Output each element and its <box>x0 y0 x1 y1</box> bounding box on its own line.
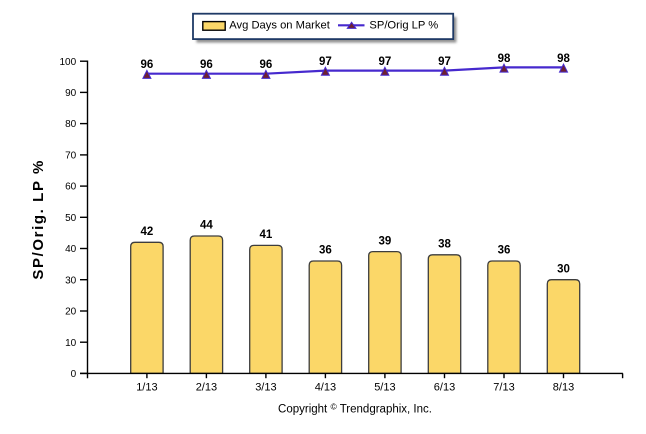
svg-text:100: 100 <box>60 57 77 68</box>
svg-text:44: 44 <box>200 220 213 232</box>
svg-text:Avg Days on Market: Avg Days on Market <box>229 20 330 32</box>
svg-text:5/13: 5/13 <box>374 381 395 393</box>
svg-text:96: 96 <box>141 59 154 71</box>
svg-text:30: 30 <box>65 275 77 286</box>
svg-text:30: 30 <box>557 263 570 275</box>
svg-text:Copyright © Trendgraphix, Inc.: Copyright © Trendgraphix, Inc. <box>278 401 432 416</box>
svg-text:80: 80 <box>65 119 77 130</box>
svg-text:42: 42 <box>141 226 154 238</box>
svg-text:3/13: 3/13 <box>255 381 276 393</box>
svg-text:10: 10 <box>65 338 77 349</box>
svg-text:50: 50 <box>65 213 77 224</box>
svg-text:38: 38 <box>438 239 451 251</box>
svg-text:SP/Orig LP %: SP/Orig LP % <box>369 20 438 32</box>
svg-text:98: 98 <box>557 53 570 65</box>
svg-text:97: 97 <box>379 56 392 68</box>
svg-text:97: 97 <box>438 56 451 68</box>
svg-text:8/13: 8/13 <box>553 381 574 393</box>
svg-text:60: 60 <box>65 182 77 193</box>
svg-text:1/13: 1/13 <box>136 381 157 393</box>
svg-text:41: 41 <box>260 229 273 241</box>
svg-text:40: 40 <box>65 244 77 255</box>
svg-text:96: 96 <box>200 59 213 71</box>
svg-text:0: 0 <box>71 369 77 380</box>
svg-text:4/13: 4/13 <box>315 381 336 393</box>
svg-text:2/13: 2/13 <box>196 381 217 393</box>
svg-text:90: 90 <box>65 88 77 99</box>
svg-text:6/13: 6/13 <box>434 381 455 393</box>
svg-text:7/13: 7/13 <box>493 381 514 393</box>
svg-text:39: 39 <box>379 235 392 247</box>
svg-text:20: 20 <box>65 307 77 318</box>
svg-text:36: 36 <box>498 245 511 257</box>
svg-text:96: 96 <box>260 59 273 71</box>
svg-text:36: 36 <box>319 245 332 257</box>
svg-text:SP/Orig. LP %: SP/Orig. LP % <box>30 159 47 280</box>
svg-text:70: 70 <box>65 151 77 162</box>
svg-text:98: 98 <box>498 53 511 65</box>
svg-text:97: 97 <box>319 56 332 68</box>
